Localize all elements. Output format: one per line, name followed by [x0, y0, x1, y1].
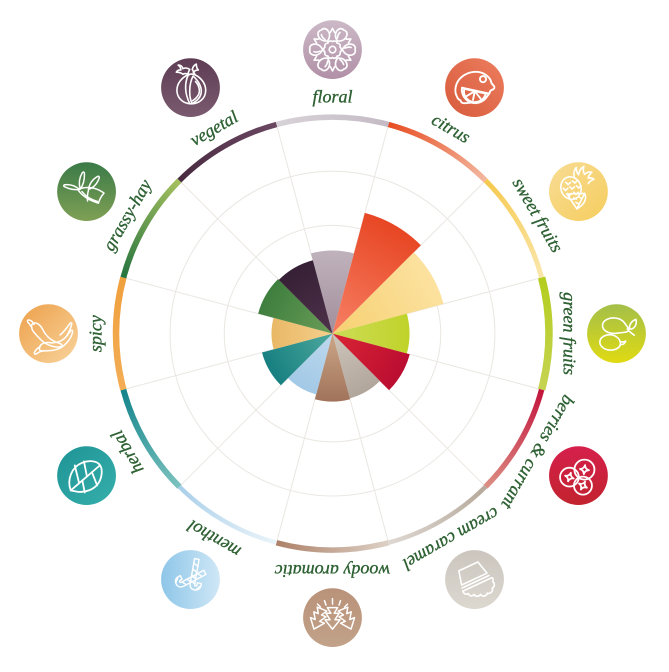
svg-text:woody aromatic: woody aromatic: [275, 561, 391, 581]
svg-text:floral: floral: [312, 86, 352, 106]
svg-text:spicy: spicy: [85, 315, 105, 352]
svg-text:green fruits: green fruits: [560, 292, 580, 375]
